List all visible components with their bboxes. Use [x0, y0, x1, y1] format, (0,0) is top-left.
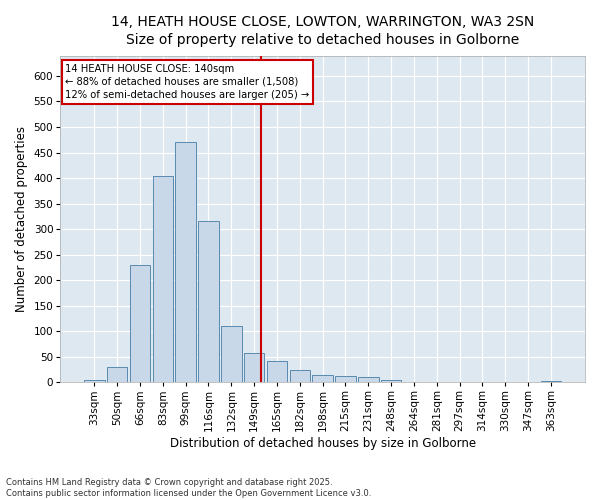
Bar — [290, 370, 310, 382]
Bar — [152, 176, 173, 382]
Bar — [84, 380, 104, 382]
Text: Contains HM Land Registry data © Crown copyright and database right 2025.
Contai: Contains HM Land Registry data © Crown c… — [6, 478, 371, 498]
Bar — [313, 374, 333, 382]
Bar — [107, 367, 127, 382]
Bar — [267, 361, 287, 382]
Text: 14 HEATH HOUSE CLOSE: 140sqm
← 88% of detached houses are smaller (1,508)
12% of: 14 HEATH HOUSE CLOSE: 140sqm ← 88% of de… — [65, 64, 310, 100]
Bar — [175, 142, 196, 382]
Bar — [358, 378, 379, 382]
Y-axis label: Number of detached properties: Number of detached properties — [15, 126, 28, 312]
Bar — [198, 222, 219, 382]
Bar — [381, 380, 401, 382]
Title: 14, HEATH HOUSE CLOSE, LOWTON, WARRINGTON, WA3 2SN
Size of property relative to : 14, HEATH HOUSE CLOSE, LOWTON, WARRINGTO… — [111, 15, 534, 48]
Bar — [244, 354, 265, 382]
Bar — [335, 376, 356, 382]
X-axis label: Distribution of detached houses by size in Golborne: Distribution of detached houses by size … — [170, 437, 476, 450]
Bar — [130, 265, 150, 382]
Bar — [221, 326, 242, 382]
